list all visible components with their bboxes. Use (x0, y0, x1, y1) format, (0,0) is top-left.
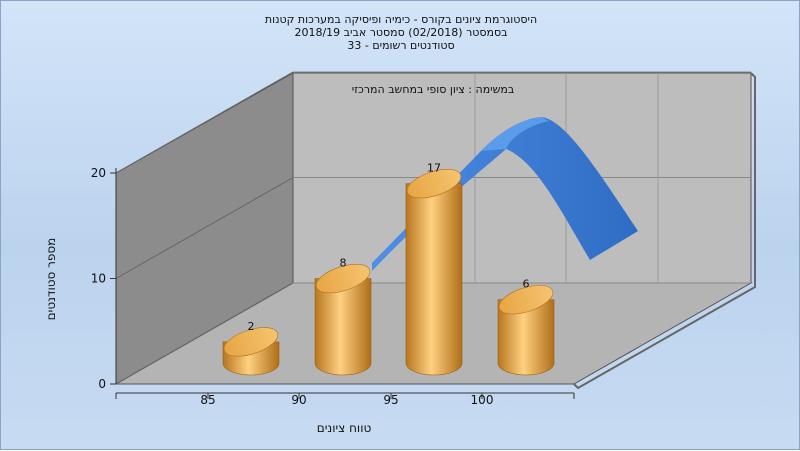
bar-value-label: 2 (248, 320, 255, 333)
bar-body (405, 183, 463, 376)
y-tick-label: 10 (91, 272, 106, 286)
bar-cap (315, 263, 371, 294)
x-tick-label: 95 (383, 393, 398, 407)
chart-title: היסטוגרמת ציונים בקורס - כימיה ופיסיקה ב… (1, 13, 800, 52)
x-tick-label: 100 (471, 393, 494, 407)
bar-value-label: 17 (427, 162, 441, 175)
bar-90: 8 (314, 257, 372, 376)
bar-body (497, 299, 555, 376)
y-tick-label: 0 (98, 377, 106, 391)
x-axis-label: טווח ציונים (317, 421, 372, 435)
box-shadow-edge (573, 72, 756, 390)
bar-cap (223, 327, 279, 357)
bar-cap (498, 285, 554, 315)
bar-body (314, 278, 372, 376)
bar-100: 6 (497, 278, 555, 376)
y-axis: 0 10 20 (91, 166, 117, 391)
bar-95: 17 (405, 162, 463, 376)
title-line-2: בסמסטר (02/2018) סמסטר אביב 2018/19 (294, 26, 508, 39)
title-line-1: היסטוגרמת ציונים בקורס - כימיה ופיסיקה ב… (264, 13, 538, 26)
chart-annotation: במשימה : ציון סופי במחשב המרכזי (352, 83, 515, 96)
grid-line-left (115, 71, 294, 174)
x-tick-label: 90 (291, 393, 306, 407)
ribbon-band (372, 117, 638, 271)
bar-cap (406, 169, 462, 199)
bar-85: 2 (222, 320, 280, 376)
grid-line-left (115, 282, 294, 385)
grid-line-left (115, 177, 294, 279)
series-ribbon (372, 117, 638, 271)
x-tick-label: 85 (200, 393, 215, 407)
title-line-3: סטודנטים רשומים - 33 (347, 39, 455, 52)
bar-value-label: 8 (340, 257, 347, 270)
y-axis-label: מספר סטודנטים (44, 238, 58, 321)
x-axis: 85 90 95 100 (115, 392, 575, 407)
ribbon-top-face (481, 117, 549, 151)
y-tick-label: 20 (91, 166, 106, 180)
bar-value-label: 6 (523, 278, 530, 291)
